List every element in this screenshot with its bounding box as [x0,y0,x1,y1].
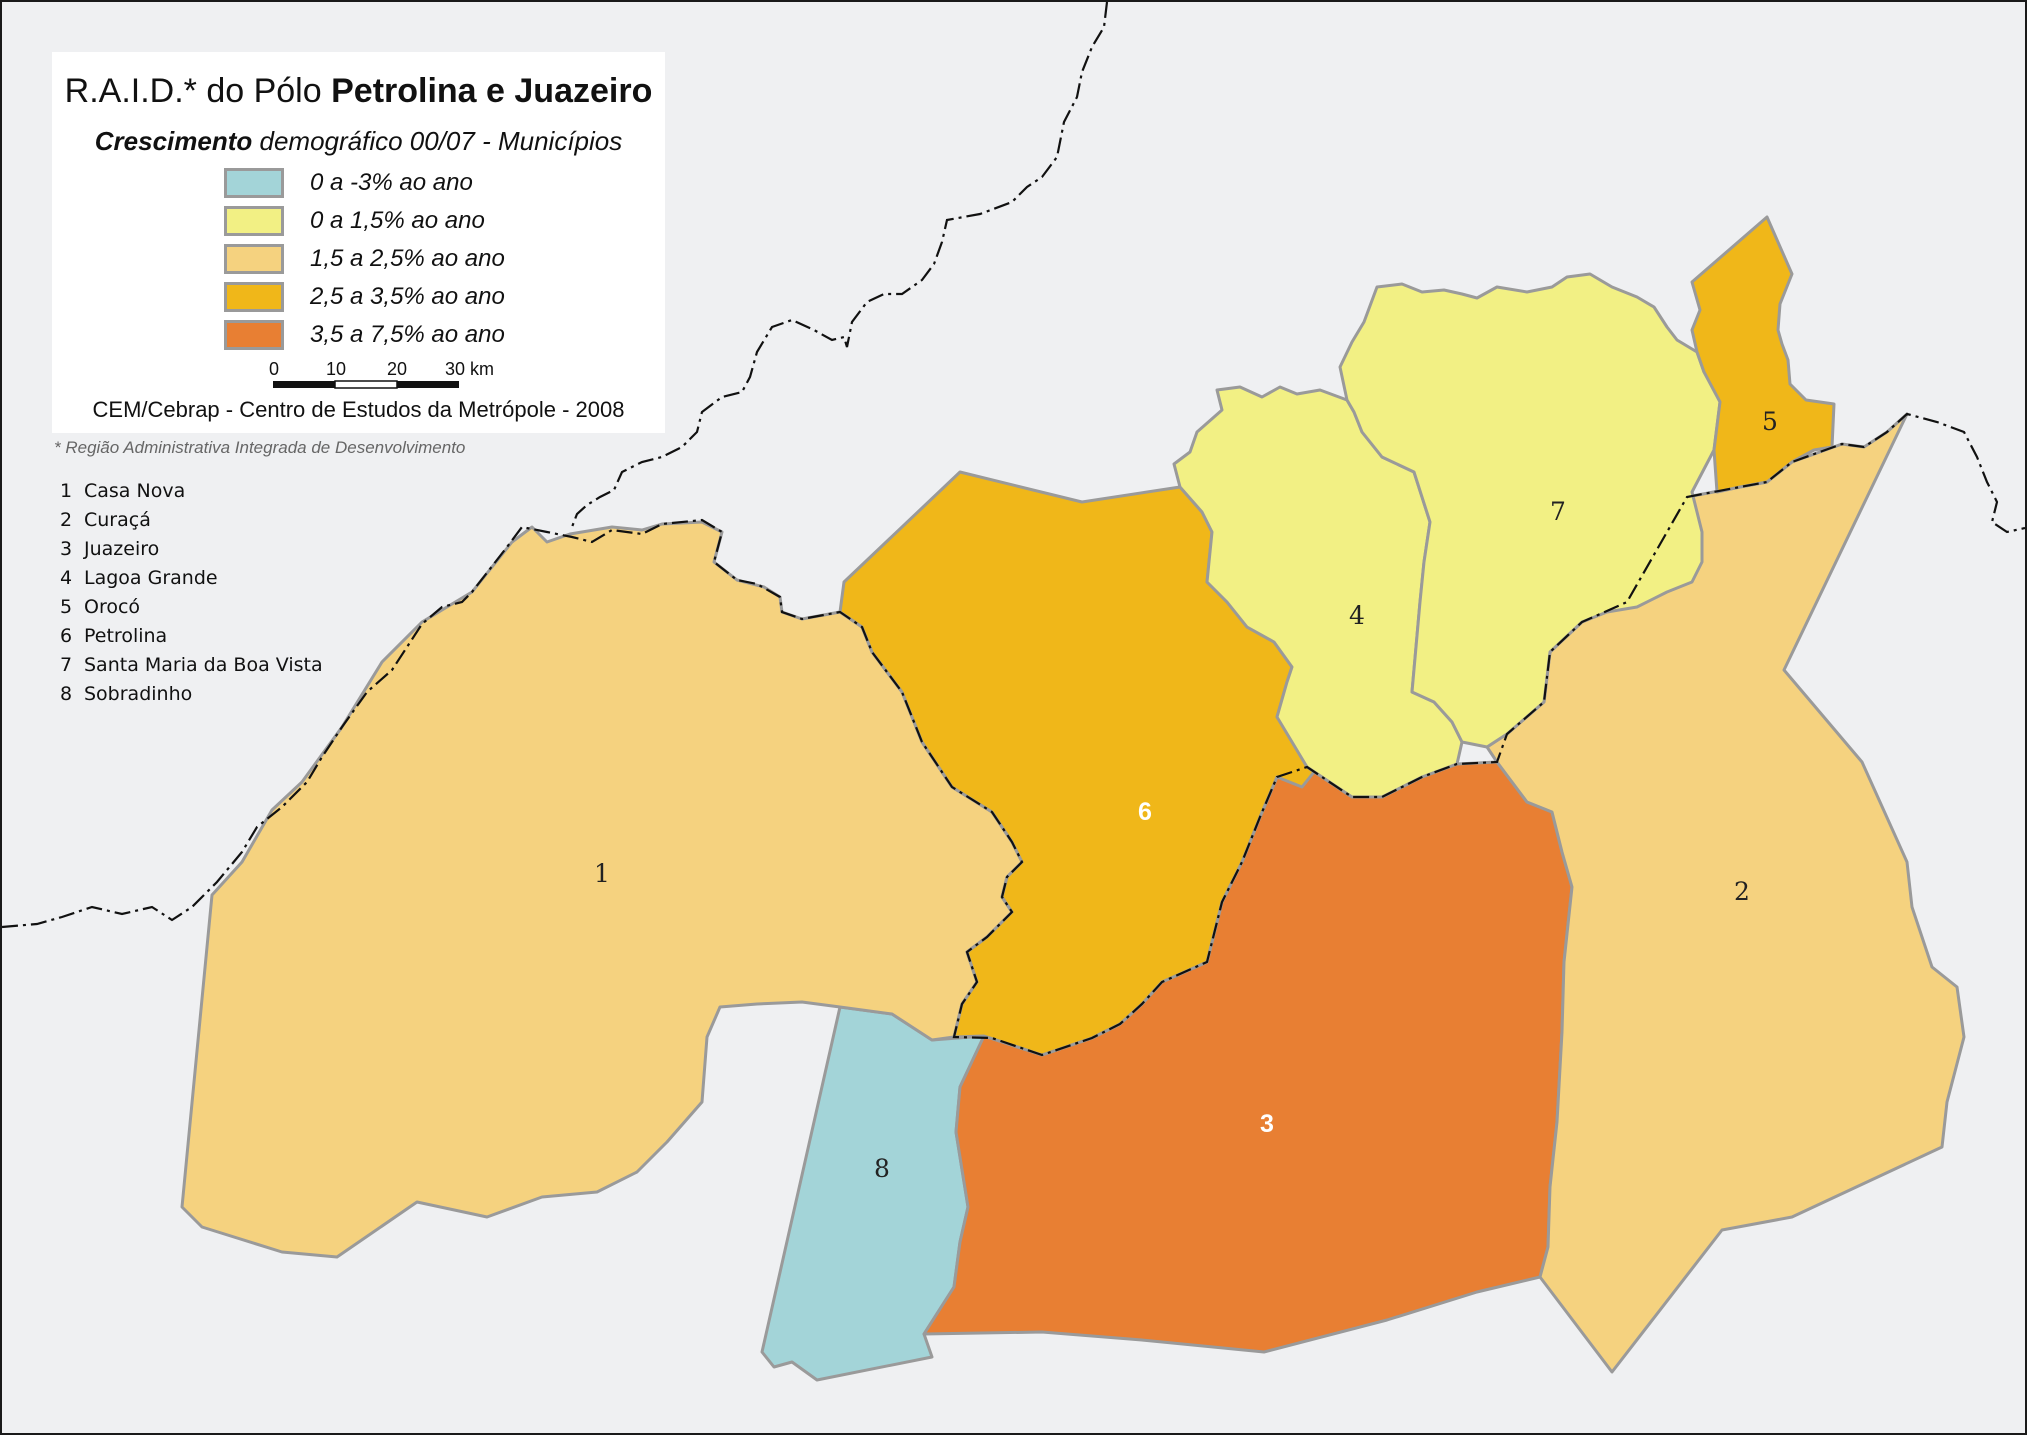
legend-label-2: 1,5 a 2,5% ao ano [310,245,505,272]
list-item-name: Sobradinho [84,683,193,705]
scale-tick-30: 30 km [445,359,494,379]
list-item-name: Juazeiro [84,538,160,560]
list-item-number: 6 [60,625,73,647]
list-item-number: 4 [60,567,73,589]
legend-swatch-4 [224,320,284,350]
scale-segment-2 [397,381,459,388]
municipality-label-8: 8 [874,1154,890,1183]
state-border-line [2,412,2025,1057]
list-item: 8 Sobradinho [60,683,323,712]
municipality-list: 1 Casa Nova 2 Curaçá 3 Juazeiro 4 Lagoa Gran… [60,480,323,712]
legend-label-3: 2,5 a 3,5% ao ano [310,283,505,310]
list-item-name: Lagoa Grande [84,567,218,589]
list-item: 6 Petrolina [60,625,323,654]
legend-swatch-3 [224,282,284,312]
list-item-number: 3 [60,538,73,560]
list-item: 1 Casa Nova [60,480,323,509]
map-title: R.A.I.D.* do Pólo Petrolina e Juazeiro [52,72,665,111]
source-credit: CEM/Cebrap - Centro de Estudos da Metróp… [92,397,625,422]
legend-label-0: 0 a -3% ao ano [310,169,473,196]
list-item-name: Petrolina [84,625,168,647]
list-item-number: 2 [60,509,73,531]
municipality-label-7: 7 [1550,497,1566,526]
map-title-regular: R.A.I.D.* do Pólo [64,72,332,110]
list-item-name: Casa Nova [84,480,186,502]
legend-label-1: 0 a 1,5% ao ano [310,207,485,234]
list-item-number: 1 [60,480,73,502]
legend-swatch-0 [224,168,284,198]
scale-tick-20: 20 [387,359,407,379]
map-subtitle-regular: demográfico 00/07 - Municípios [252,126,623,156]
scale-segment-1 [334,380,398,389]
footnote: * Região Administrativa Integrada de Des… [54,438,466,457]
list-item: 2 Curaçá [60,509,323,538]
list-item: 3 Juazeiro [60,538,323,567]
list-item-name: Orocó [84,596,141,618]
municipality-label-4: 4 [1349,601,1365,630]
scale-tick-0: 0 [269,359,279,379]
map-title-bold: Petrolina e Juazeiro [331,72,653,110]
municipality-label-1: 1 [594,859,610,888]
scale-bar: 0 10 20 30 km [269,359,494,389]
scale-segment-0 [273,381,335,388]
list-item: 7 Santa Maria da Boa Vista [60,654,323,683]
municipality-label-6: 6 [1138,798,1152,826]
municipality-label-2: 2 [1734,877,1750,906]
map-subtitle: Crescimento demográfico 00/07 - Municípi… [52,126,665,157]
municipality-5-oroco[interactable] [1690,215,1836,494]
municipality-label-3: 3 [1260,1110,1274,1138]
legend-swatch-2 [224,244,284,274]
legend-label-4: 3,5 a 7,5% ao ano [310,321,505,348]
map-subtitle-bold: Crescimento [94,126,253,156]
legend-swatch-1 [224,206,284,236]
legend-panel: R.A.I.D.* do Pólo Petrolina e Juazeiro C… [52,52,665,433]
list-item: 5 Orocó [60,596,323,625]
list-item-name: Curaçá [84,509,151,531]
list-item: 4 Lagoa Grande [60,567,323,596]
municipality-label-5: 5 [1762,407,1778,436]
list-item-name: Santa Maria da Boa Vista [84,654,323,676]
list-item-number: 8 [60,683,73,705]
list-item-number: 7 [60,654,73,676]
list-item-number: 5 [60,596,73,618]
scale-tick-10: 10 [326,359,346,379]
state-border-line-north [570,2,1109,528]
